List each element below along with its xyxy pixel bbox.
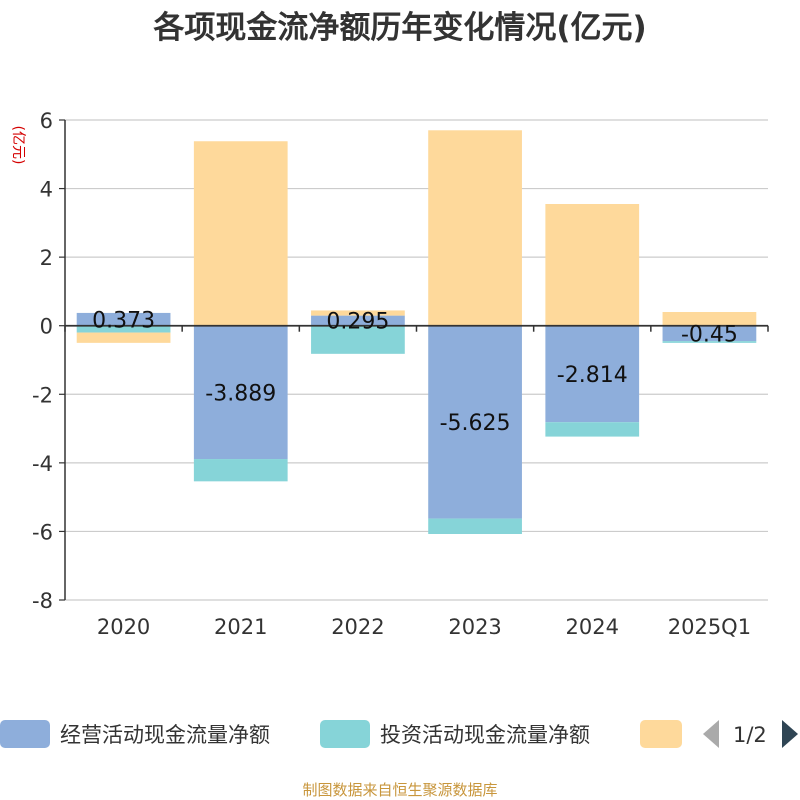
- x-tick-label: 2023: [448, 615, 501, 639]
- data-label: -2.814: [557, 363, 628, 388]
- grid-lines: [65, 119, 768, 601]
- data-label: 0.295: [326, 310, 389, 335]
- y-tick-label: 4: [40, 178, 53, 202]
- x-tick-label: 2022: [331, 615, 384, 639]
- x-tick-label: 2024: [566, 615, 619, 639]
- y-tick-labels: 6 4 2 0 -2 -4 -6 -8: [32, 109, 65, 613]
- y-tick-label: 6: [40, 109, 53, 133]
- bar-third[interactable]: [193, 141, 288, 326]
- y-tick-label: 2: [40, 246, 53, 270]
- y-tick-label: -6: [32, 520, 53, 544]
- bar-operating[interactable]: [76, 312, 171, 326]
- y-tick-label: -2: [32, 383, 53, 407]
- chart-title: 各项现金流净额历年变化情况(亿元): [152, 10, 646, 46]
- axes: [64, 120, 769, 600]
- bar-operating[interactable]: [662, 325, 757, 342]
- legend-swatch-investing[interactable]: [320, 720, 370, 748]
- data-source: 制图数据来自恒生聚源数据库: [302, 781, 497, 799]
- x-tick-label: 2020: [97, 615, 150, 639]
- y-tick-label: -8: [32, 589, 53, 613]
- legend-next-icon[interactable]: [782, 720, 798, 748]
- y-tick-label: 0: [40, 315, 53, 339]
- bar-third[interactable]: [76, 332, 171, 343]
- legend-label-operating[interactable]: 经营活动现金流量净额: [60, 723, 270, 747]
- bar-third[interactable]: [311, 310, 405, 316]
- data-labels: 0.373 -3.889 0.295 -5.625 -2.814 -0.45: [92, 308, 738, 436]
- x-tick-label: 2025Q1: [668, 615, 751, 639]
- bar-investing[interactable]: [311, 325, 405, 354]
- y-axis-unit: (亿元): [10, 126, 26, 165]
- bar-operating[interactable]: [428, 325, 522, 519]
- bar-third[interactable]: [662, 312, 757, 326]
- bar-investing[interactable]: [545, 422, 640, 437]
- x-tick-labels: 2020 2021 2022 2023 2024 2025Q1: [97, 615, 751, 639]
- data-label: -0.45: [681, 322, 738, 347]
- y-tick-label: -4: [32, 452, 53, 476]
- legend-prev-icon[interactable]: [703, 720, 719, 748]
- legend-swatch-third[interactable]: [640, 720, 682, 748]
- x-tick-label: 2021: [214, 615, 267, 639]
- bars: [76, 130, 757, 534]
- bar-third[interactable]: [428, 130, 522, 326]
- legend-swatch-operating[interactable]: [0, 720, 50, 748]
- bar-investing[interactable]: [193, 459, 288, 482]
- legend[interactable]: 经营活动现金流量净额 投资活动现金流量净额 1/2: [0, 720, 798, 748]
- data-label: 0.373: [92, 308, 155, 333]
- bar-operating[interactable]: [193, 325, 288, 460]
- bar-operating[interactable]: [311, 315, 405, 326]
- legend-label-investing[interactable]: 投资活动现金流量净额: [380, 723, 590, 747]
- data-label: -5.625: [440, 411, 511, 436]
- data-label: -3.889: [205, 381, 276, 406]
- bar-investing[interactable]: [662, 341, 757, 343]
- bar-investing[interactable]: [428, 518, 522, 534]
- legend-page-indicator: 1/2: [733, 723, 767, 747]
- bar-investing[interactable]: [76, 325, 171, 333]
- bar-third[interactable]: [545, 204, 640, 326]
- bar-operating[interactable]: [545, 325, 640, 423]
